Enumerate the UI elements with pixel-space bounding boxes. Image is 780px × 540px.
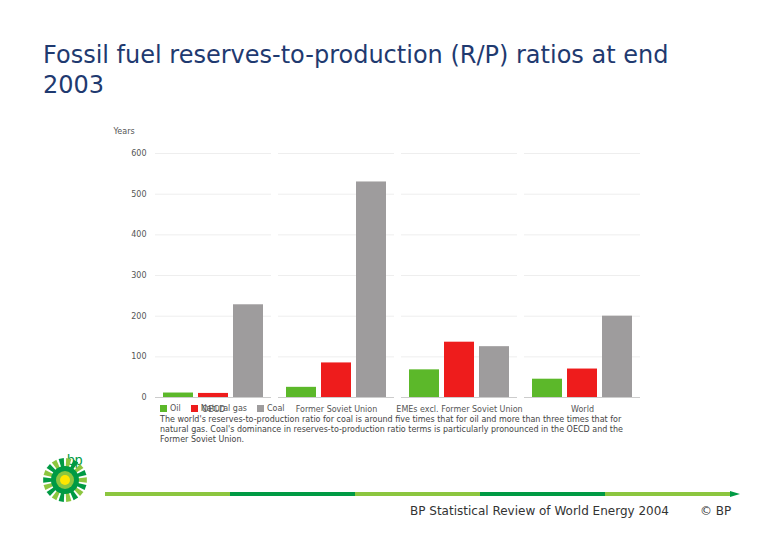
svg-text:500: 500 [131,190,146,199]
svg-text:200: 200 [131,312,146,321]
html-text:© BP: © BP [700,504,732,518]
svg-text:Years: Years [113,127,135,136]
svg-text:400: 400 [131,230,146,239]
html-text:bp: bp [67,452,83,468]
svg-text:0: 0 [141,393,146,402]
html-text:Coal: Coal [267,404,285,413]
svg-text:Former Soviet Union: Former Soviet Union [296,405,378,414]
svg-text:World: World [571,405,594,414]
svg-text:EMEs excl. Former Soviet Union: EMEs excl. Former Soviet Union [396,405,522,414]
html-text:Fossil fuel reserves-to-produc: Fossil fuel reserves-to-production (R/P)… [43,41,669,99]
svg-text:100: 100 [131,352,146,361]
html-text:The world's reserves-to-produc: The world's reserves-to-production ratio… [160,415,623,444]
svg-text:300: 300 [131,271,146,280]
html-text:Oil: Oil [170,404,181,413]
svg-text:600: 600 [131,149,146,158]
html-text:Natural gas: Natural gas [200,404,247,413]
html-text:BP Statistical Review of World: BP Statistical Review of World Energy 20… [410,504,669,518]
